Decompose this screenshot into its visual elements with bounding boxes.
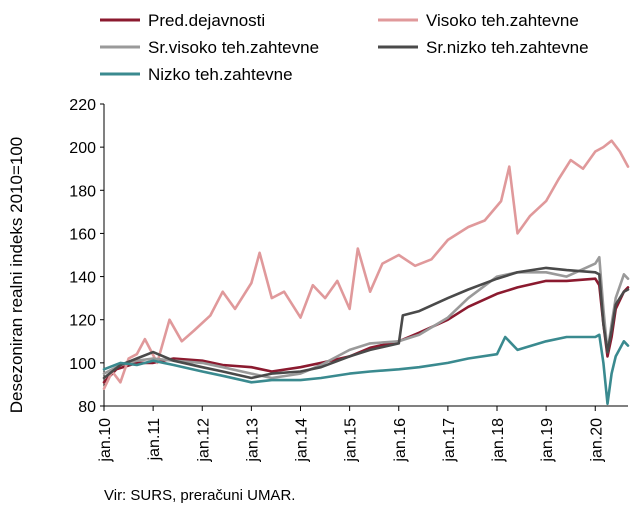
series-line-5 <box>102 333 630 406</box>
y-tick-label: 160 <box>69 226 96 243</box>
x-tick-label: jan.19 <box>539 418 556 463</box>
x-tick-label: jan.20 <box>588 418 605 463</box>
legend-label: Visoko teh.zahtevne <box>426 11 579 30</box>
x-tick-label: jan.14 <box>294 418 311 463</box>
series-line-3 <box>102 255 630 380</box>
y-tick-label: 100 <box>69 356 96 373</box>
legend-label: Pred.dejavnosti <box>148 11 265 30</box>
y-tick-label: 140 <box>69 270 96 287</box>
x-tick-label: jan.13 <box>244 418 261 463</box>
y-tick-label: 80 <box>78 399 96 416</box>
y-tick-label: 180 <box>69 183 96 200</box>
x-tick-label: jan.10 <box>97 418 114 463</box>
series-line-2 <box>102 139 630 390</box>
x-tick-label: jan.11 <box>146 418 163 462</box>
x-tick-label: jan.17 <box>441 418 458 463</box>
source-note: Vir: SURS, preračuni UMAR. <box>104 487 296 504</box>
y-axis-title: Desezoniran realni indeks 2010=100 <box>7 137 26 413</box>
legend-label: Sr.visoko teh.zahtevne <box>148 38 319 57</box>
x-tick-label: jan.12 <box>195 418 212 463</box>
y-tick-label: 220 <box>69 97 96 114</box>
x-tick-label: jan.16 <box>392 418 409 463</box>
y-tick-label: 200 <box>69 140 96 157</box>
legend-label: Nizko teh.zahtevne <box>148 65 293 84</box>
x-tick-label: jan.15 <box>343 418 360 463</box>
y-tick-label: 120 <box>69 313 96 330</box>
series-line-4 <box>102 266 630 380</box>
x-tick-label: jan.18 <box>490 418 507 463</box>
legend-label: Sr.nizko teh.zahtevne <box>426 38 589 57</box>
